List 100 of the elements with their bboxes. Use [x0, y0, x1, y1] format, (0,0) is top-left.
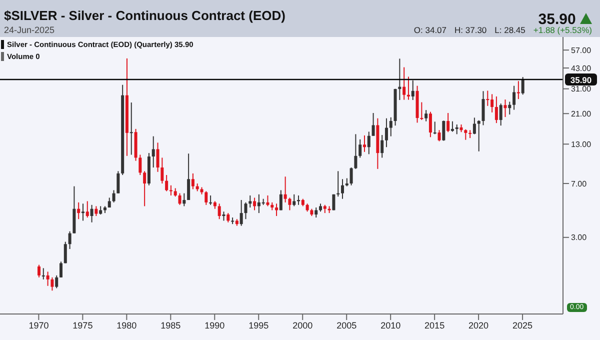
candlestick [455, 124, 458, 135]
candlestick [156, 142, 160, 172]
candlestick [152, 136, 155, 168]
x-tick-label: 2025 [512, 320, 533, 330]
candlestick [292, 194, 296, 207]
y-tick-label: 13.00 [571, 140, 592, 149]
candlestick [86, 200, 89, 218]
x-tick-label: 1990 [204, 320, 225, 330]
candlestick [38, 264, 41, 278]
y-tick-label: 7.00 [571, 179, 588, 188]
candlestick [50, 276, 54, 292]
text: H: 37.30 [454, 25, 487, 35]
x-tick-label: 1970 [28, 320, 49, 330]
candlestick [77, 202, 80, 220]
x-tick-label: 1995 [248, 320, 269, 330]
candlestick [384, 118, 388, 148]
candlestick [248, 194, 252, 208]
candlestick [521, 76, 524, 96]
candlestick [160, 157, 164, 184]
candlestick [446, 112, 450, 133]
y-tick-label: 3.00 [571, 233, 588, 242]
candlestick [182, 192, 186, 207]
chart-title: $SILVER - Silver - Continuous Contract (EOD) [4, 8, 286, 23]
candlestick [226, 212, 230, 223]
candlestick [494, 96, 498, 124]
x-tick-label: 2015 [424, 320, 445, 330]
candlestick [112, 190, 116, 203]
candlestick [362, 134, 366, 152]
candlestick [284, 176, 287, 203]
candlestick [55, 274, 58, 289]
candlestick [94, 206, 98, 216]
x-tick-label: 2010 [380, 320, 401, 330]
candlestick [450, 120, 454, 132]
x-tick-label: 2020 [468, 320, 489, 330]
candlestick [275, 203, 278, 216]
candlestick [341, 178, 344, 200]
candlestick [116, 170, 120, 194]
candlestick [516, 80, 520, 100]
candlestick [143, 170, 146, 207]
candlestick [354, 134, 358, 170]
x-tick-label: 1985 [160, 320, 181, 330]
candlestick [477, 120, 480, 152]
text: 24-Jun-2025 [4, 25, 55, 35]
candlestick [464, 128, 468, 140]
candlestick [218, 203, 221, 220]
ref-line-label: 35.90 [570, 74, 592, 85]
candlestick [442, 120, 446, 142]
text: L: 28.45 [494, 25, 526, 35]
candlestick [204, 190, 208, 206]
candlestick [64, 241, 67, 264]
candlestick [68, 230, 72, 250]
candlestick [499, 103, 502, 126]
candlestick [244, 202, 248, 220]
candlestick [472, 117, 476, 135]
candlestick [406, 76, 410, 100]
candlestick [222, 211, 226, 222]
candlestick [438, 130, 441, 142]
candlestick [209, 194, 212, 206]
candlestick [130, 102, 133, 156]
candlestick [60, 261, 62, 278]
candlestick [380, 134, 384, 158]
candlestick [288, 197, 292, 211]
candlestick [504, 99, 507, 118]
candlestick [420, 102, 424, 120]
candlestick [336, 170, 340, 198]
candlestick [81, 203, 84, 222]
y-tick-label: 21.00 [571, 109, 592, 118]
candlestick [411, 80, 414, 101]
y-tick-label: 31.00 [571, 84, 592, 94]
candlestick [428, 111, 432, 138]
candlestick [253, 197, 256, 211]
candlestick [367, 131, 370, 155]
x-tick-label: 1975 [72, 320, 93, 330]
candlestick [42, 268, 45, 280]
candlestick [424, 110, 428, 122]
candlestick [90, 204, 94, 223]
candlestick [486, 90, 490, 106]
candlestick [402, 66, 406, 100]
y-tick-label: 43.00 [571, 64, 592, 73]
candlestick [358, 138, 362, 158]
candlestick [279, 190, 282, 211]
candlestick [191, 172, 194, 190]
candlestick [187, 153, 190, 201]
candlestick [138, 154, 142, 176]
x-tick-label: 1980 [116, 320, 137, 330]
x-tick-label: 2000 [292, 320, 313, 330]
candlestick [169, 184, 172, 196]
candlestick [46, 271, 50, 286]
candlestick [165, 174, 168, 192]
text: +1.88 (+5.53%) [533, 25, 592, 35]
candlestick [433, 121, 436, 135]
candlestick [372, 112, 375, 136]
candlestick [240, 200, 243, 226]
text: 35.90 [538, 11, 576, 28]
candlestick [389, 116, 392, 137]
candlestick [508, 101, 512, 116]
candlestick [350, 167, 353, 186]
candlestick [482, 90, 485, 126]
x-tick-label: 2005 [336, 320, 357, 330]
candlestick [266, 194, 270, 207]
